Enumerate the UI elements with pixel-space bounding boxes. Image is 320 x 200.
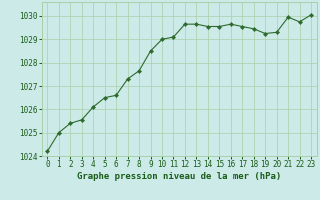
X-axis label: Graphe pression niveau de la mer (hPa): Graphe pression niveau de la mer (hPa) [77, 172, 281, 181]
